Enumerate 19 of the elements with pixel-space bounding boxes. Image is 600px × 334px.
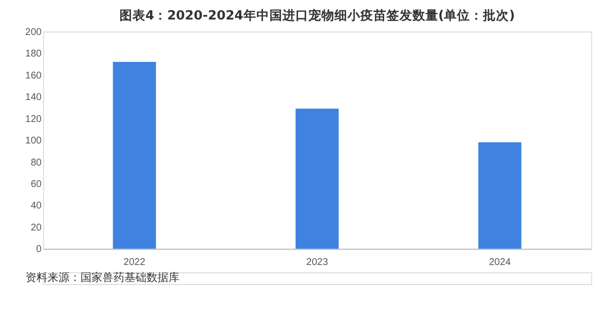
- y-tick-label: 80: [30, 157, 42, 168]
- x-tick-label: 2024: [488, 256, 512, 268]
- text: 资料来源：国家兽药基础数据库: [25, 271, 180, 284]
- y-tick-label: 140: [25, 92, 42, 104]
- y-tick-label: 120: [25, 114, 42, 125]
- bar: [296, 108, 339, 249]
- y-tick-label: 20: [30, 222, 42, 234]
- y-tick-label: 180: [25, 48, 42, 60]
- chart-title: 图表4：2020-2024年中国进口宠物细小疫苗签发数量(单位：批次): [119, 8, 515, 23]
- y-tick-label: 60: [30, 179, 42, 190]
- y-tick-label: 200: [25, 26, 42, 38]
- x-tick-label: 2023: [306, 256, 328, 268]
- y-tick-label: 40: [30, 200, 42, 212]
- bar: [112, 62, 156, 249]
- y-tick-label: 100: [25, 136, 42, 147]
- bar: [478, 142, 522, 249]
- x-tick-label: 2022: [124, 256, 146, 268]
- y-tick-label: 0: [36, 244, 42, 256]
- y-tick-label: 160: [25, 70, 42, 82]
